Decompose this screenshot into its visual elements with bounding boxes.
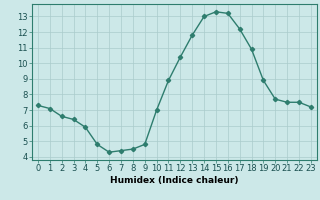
X-axis label: Humidex (Indice chaleur): Humidex (Indice chaleur) xyxy=(110,176,239,185)
